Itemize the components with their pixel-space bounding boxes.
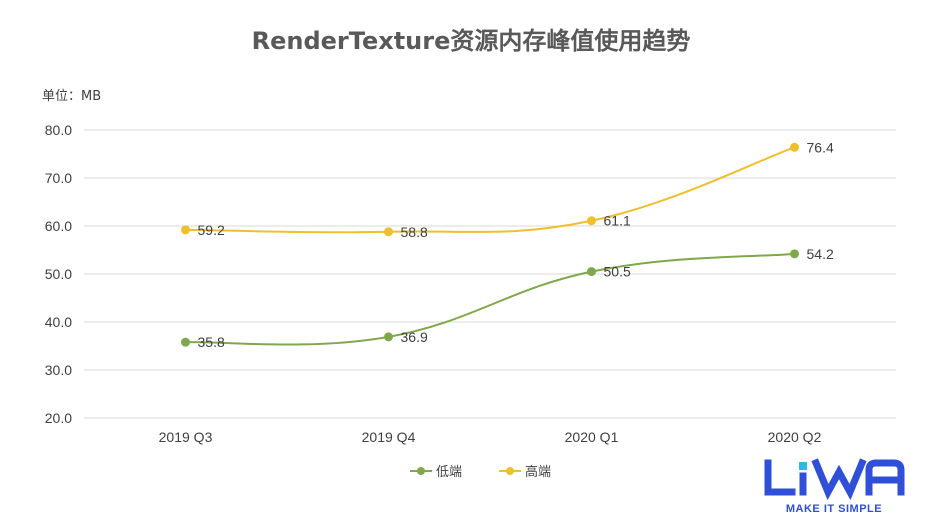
data-point — [181, 225, 190, 235]
liwa-logo: MAKE IT SIMPLE — [764, 458, 905, 515]
y-tick-label: 50.0 — [45, 266, 72, 282]
data-point — [384, 332, 393, 342]
data-label: 36.9 — [401, 329, 428, 345]
logo-dot — [799, 462, 807, 470]
series-high-end: 59.2 58.8 61.1 76.4 — [181, 139, 834, 240]
y-tick-label: 40.0 — [45, 314, 72, 330]
legend-swatch-marker — [417, 467, 425, 475]
data-point — [181, 337, 190, 347]
legend-item: 低端 — [410, 465, 462, 480]
data-point — [790, 142, 799, 152]
x-tick-label: 2020 Q1 — [565, 429, 619, 445]
data-point — [587, 267, 596, 277]
data-point — [384, 227, 393, 237]
data-label: 54.2 — [807, 246, 834, 262]
x-tick-label: 2019 Q4 — [362, 429, 416, 445]
chart-title: RenderTexture资源内存峰值使用趋势 — [252, 27, 691, 55]
data-point — [790, 249, 799, 259]
data-label: 35.8 — [198, 334, 225, 350]
data-point — [587, 216, 596, 226]
y-tick-label: 20.0 — [45, 410, 72, 426]
x-tick-label: 2020 Q2 — [768, 429, 822, 445]
series-line — [185, 252, 795, 346]
series-low-end: 35.8 36.9 50.5 54.2 — [181, 246, 834, 350]
data-label: 58.8 — [401, 224, 428, 240]
legend-label: 高端 — [525, 464, 551, 480]
legend-label: 低端 — [436, 465, 462, 480]
y-tick-label: 30.0 — [45, 362, 72, 378]
legend-swatch-marker — [506, 467, 514, 475]
y-axis-ticks: 20.0 30.0 40.0 50.0 60.0 70.0 80.0 — [45, 122, 72, 426]
gridlines — [84, 129, 896, 419]
logo-mark — [764, 458, 905, 501]
x-axis-ticks: 2019 Q3 2019 Q4 2020 Q1 2020 Q2 — [159, 429, 822, 445]
data-label: 59.2 — [198, 222, 225, 238]
y-tick-label: 60.0 — [45, 218, 72, 234]
series-layer: 35.8 36.9 50.5 54.2 59.2 58.8 61.1 76.4 — [181, 139, 834, 350]
data-label: 76.4 — [807, 139, 834, 155]
data-label: 50.5 — [604, 264, 631, 280]
legend-item: 高端 — [499, 464, 551, 480]
series-line — [185, 146, 795, 234]
legend: 低端 高端 — [410, 464, 551, 480]
unit-label: 单位：MB — [42, 89, 101, 104]
logo-tagline: MAKE IT SIMPLE — [786, 503, 882, 515]
y-tick-label: 70.0 — [45, 170, 72, 186]
x-tick-label: 2019 Q3 — [159, 429, 213, 445]
data-label: 61.1 — [604, 213, 631, 229]
y-tick-label: 80.0 — [45, 122, 72, 138]
